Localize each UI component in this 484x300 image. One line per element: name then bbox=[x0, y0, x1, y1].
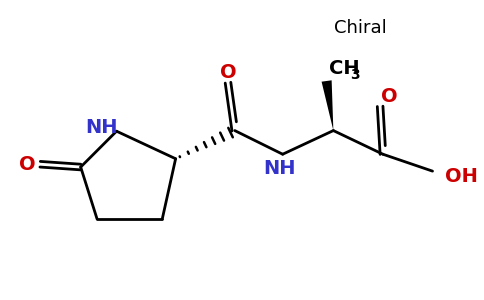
Text: Chiral: Chiral bbox=[334, 19, 387, 37]
Text: CH: CH bbox=[330, 59, 360, 78]
Text: NH: NH bbox=[86, 118, 118, 137]
Text: O: O bbox=[19, 155, 36, 174]
Text: 3: 3 bbox=[350, 68, 360, 83]
Text: O: O bbox=[220, 63, 236, 82]
Polygon shape bbox=[321, 80, 333, 130]
Text: O: O bbox=[381, 87, 398, 106]
Text: OH: OH bbox=[445, 167, 478, 186]
Text: NH: NH bbox=[264, 159, 296, 178]
